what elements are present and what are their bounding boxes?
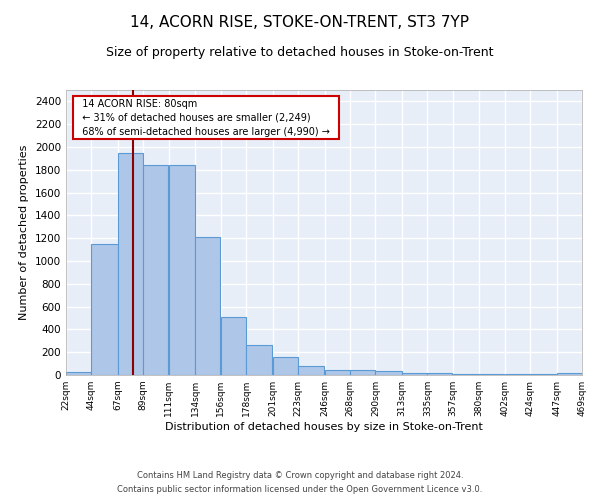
Bar	[557, 374, 582, 375]
Bar	[91, 244, 118, 375]
Bar	[66, 372, 91, 375]
Bar	[143, 165, 169, 375]
Bar	[195, 237, 220, 375]
Bar	[118, 152, 143, 375]
Text: 14, ACORN RISE, STOKE-ON-TRENT, ST3 7YP: 14, ACORN RISE, STOKE-ON-TRENT, ST3 7YP	[131, 15, 470, 30]
Bar	[246, 345, 272, 375]
Bar	[221, 317, 246, 375]
Y-axis label: Number of detached properties: Number of detached properties	[19, 145, 29, 320]
Bar	[298, 366, 325, 375]
Bar	[376, 371, 401, 375]
Bar	[427, 372, 452, 375]
Bar	[350, 370, 375, 375]
Text: Size of property relative to detached houses in Stoke-on-Trent: Size of property relative to detached ho…	[106, 46, 494, 59]
Text: Contains public sector information licensed under the Open Government Licence v3: Contains public sector information licen…	[118, 484, 482, 494]
Bar	[530, 374, 556, 375]
Text: Contains HM Land Registry data © Crown copyright and database right 2024.: Contains HM Land Registry data © Crown c…	[137, 472, 463, 480]
Bar	[169, 165, 195, 375]
Bar	[479, 374, 505, 375]
Bar	[272, 358, 298, 375]
Bar	[402, 374, 427, 375]
Bar	[453, 374, 479, 375]
Bar	[505, 374, 530, 375]
X-axis label: Distribution of detached houses by size in Stoke-on-Trent: Distribution of detached houses by size …	[165, 422, 483, 432]
Bar	[325, 370, 350, 375]
Text: 14 ACORN RISE: 80sqm  
  ← 31% of detached houses are smaller (2,249)  
  68% of: 14 ACORN RISE: 80sqm ← 31% of detached h…	[76, 98, 337, 136]
